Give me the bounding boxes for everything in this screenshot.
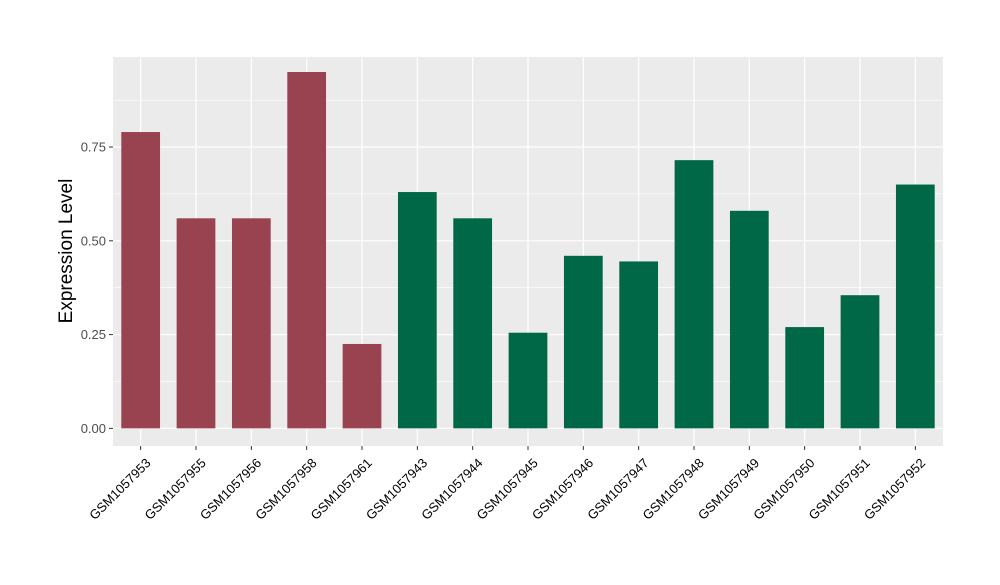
bar-gsm1057946 xyxy=(563,255,603,429)
bar-gsm1057961 xyxy=(342,343,382,429)
bar-gsm1057953 xyxy=(121,132,161,429)
y-tick-label: 0.00 xyxy=(81,421,106,436)
y-axis-title: Expression Level xyxy=(56,179,77,324)
bar-gsm1057945 xyxy=(508,332,548,429)
y-tick-label: 0.25 xyxy=(81,327,106,342)
x-axis: GSM1057953GSM1057955GSM1057956GSM1057958… xyxy=(86,446,928,523)
bar-gsm1057952 xyxy=(895,184,935,429)
bar-gsm1057951 xyxy=(840,295,880,429)
y-axis: 0.00 0.25 0.50 0.75 xyxy=(81,140,113,436)
bar-gsm1057949 xyxy=(729,210,769,429)
bar-gsm1057950 xyxy=(785,327,825,429)
bar-gsm1057955 xyxy=(176,218,216,429)
bar-gsm1057943 xyxy=(397,192,437,429)
bar-gsm1057958 xyxy=(287,72,327,429)
bar-gsm1057947 xyxy=(619,261,659,429)
bar-gsm1057944 xyxy=(453,218,493,429)
bar-gsm1057956 xyxy=(231,218,271,429)
y-tick-label: 0.75 xyxy=(81,140,106,155)
bar-series xyxy=(121,72,935,429)
bar-gsm1057948 xyxy=(674,160,714,429)
y-tick-label: 0.50 xyxy=(81,233,106,248)
